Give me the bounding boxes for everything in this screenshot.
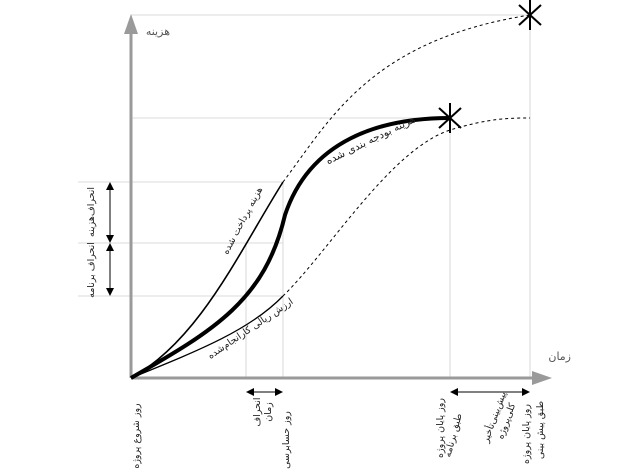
cost-variance-label: انحراف‌هزینه: [86, 187, 97, 237]
budget-curve: [130, 116, 451, 380]
actual-cost-curve-label: هزینه پرداخت شده: [220, 185, 265, 256]
y-axis-arrowhead: [124, 14, 138, 34]
earned-value-curve: [130, 295, 284, 379]
time-variance-label-line1: انحراف: [252, 397, 263, 426]
time-variance-label-line2: زمان: [263, 402, 274, 422]
forecast-lower-curve: [282, 117, 531, 297]
asterisk-icon: [518, 0, 542, 30]
project-start-label: روز شروع پروژه: [131, 403, 142, 469]
arrow-right-icon: [522, 388, 530, 396]
forecast-upper-curve: [282, 14, 531, 183]
vertical-brackets: [106, 182, 114, 296]
forecast-end-label-line2: طبق پیش بینی: [535, 401, 546, 459]
y-axis-label: هزینه: [146, 25, 170, 38]
curves: [130, 116, 451, 380]
planned-end-label-line1: روز پایان پروژه: [435, 398, 446, 458]
forecast-end-label-line1: روز پایان پروژه: [521, 404, 532, 464]
schedule-variance-label: انحراف برنامه: [86, 242, 97, 298]
status-date-label: روز حسابرسی: [281, 411, 292, 469]
arrow-up-icon: [106, 182, 114, 190]
arrow-left-icon: [450, 388, 458, 396]
arrow-down-icon: [106, 235, 114, 243]
x-axis-arrowhead: [532, 371, 552, 385]
x-axis-label: زمان: [548, 350, 571, 363]
forecast-curves: [282, 14, 531, 297]
guide-lines: [78, 14, 531, 378]
earned-value-curve-label: ارزش ریالی کارانجام‌شده: [206, 296, 295, 361]
arrow-left-icon: [246, 388, 254, 396]
axes: [124, 14, 552, 385]
time-brackets: [246, 388, 530, 396]
actual-cost-curve: [130, 181, 284, 379]
arrow-up-icon: [106, 243, 114, 251]
asterisk-icon: [438, 103, 462, 133]
arrow-down-icon: [106, 288, 114, 296]
arrow-right-icon: [275, 388, 283, 396]
